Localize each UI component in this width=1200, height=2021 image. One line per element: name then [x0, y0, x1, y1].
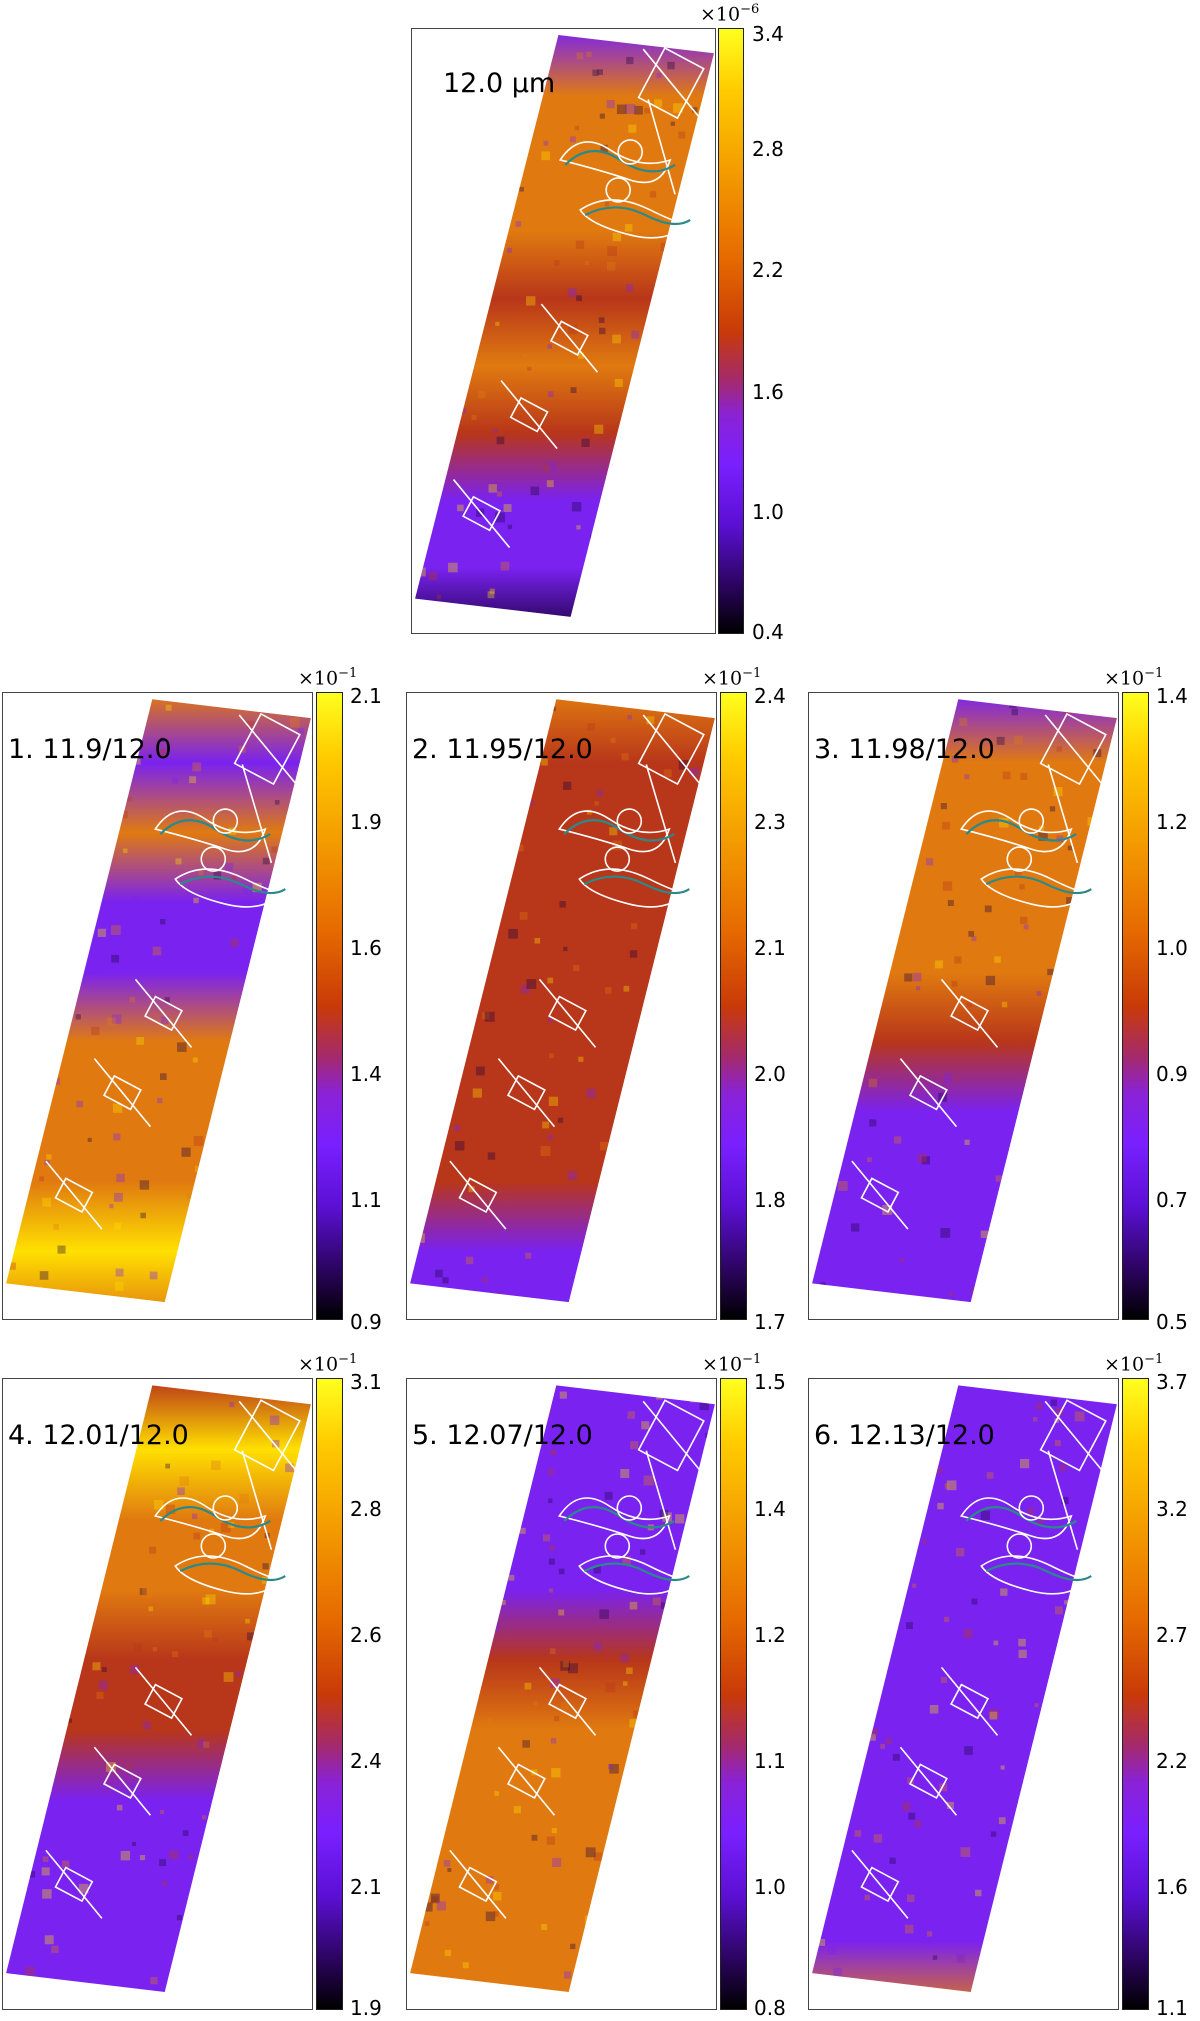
teal-contours: [965, 1506, 1092, 1582]
overlay-marks: [851, 1399, 1107, 1919]
teal-contours: [159, 1506, 286, 1582]
teal-contours: [564, 149, 691, 226]
colorbar-tick: 0.4: [752, 620, 784, 644]
map-frame-ratio-6: [808, 1378, 1119, 2010]
colorbar-tick: 2.1: [754, 936, 786, 960]
colorbar-tick: 2.1: [350, 1875, 382, 1899]
colorbar-12um: [718, 28, 744, 634]
ratio-map-5: [410, 1385, 715, 1993]
colorbar-tick: 1.2: [754, 1623, 786, 1647]
colorbar-tick: 0.9: [1156, 1062, 1188, 1086]
colorbar-ratio-3: [1122, 692, 1149, 1320]
colorbar-multiplier-ratio-4: ×10−1: [298, 1352, 358, 1376]
colorbar-tick: 1.9: [350, 1996, 382, 2020]
colorbar-tick: 2.3: [754, 810, 786, 834]
teal-contours: [965, 819, 1092, 895]
colorbar-tick: 2.8: [752, 137, 784, 161]
colorbar-tick: 1.6: [1156, 1875, 1188, 1899]
colorbar-tick: 1.4: [754, 1497, 786, 1521]
panel-label-ratio-1: 1. 11.9/12.0: [8, 734, 172, 765]
colorbar-tick: 2.6: [350, 1623, 382, 1647]
colorbar-multiplier-ratio-1: ×10−1: [298, 666, 358, 690]
colorbar-multiplier-ratio-6: ×10−1: [1104, 1352, 1164, 1376]
overlay-marks: [45, 712, 301, 1230]
colorbar-tick: 1.8: [754, 1188, 786, 1212]
colorbar-tick: 0.8: [754, 1996, 786, 2020]
colorbar-ratio-1: [316, 692, 343, 1320]
colorbar-tick: 1.1: [350, 1188, 382, 1212]
colorbar-multiplier-ratio-3: ×10−1: [1104, 666, 1164, 690]
colorbar-tick: 2.8: [350, 1497, 382, 1521]
map-frame-ratio-1: [2, 692, 313, 1320]
map-frame-ratio-5: [406, 1378, 717, 2010]
panel-label-ratio-2: 2. 11.95/12.0: [412, 734, 593, 765]
colorbar-tick: 2.1: [350, 684, 382, 708]
map-frame-12um: [411, 28, 716, 634]
map-frame-ratio-4: [2, 1378, 313, 2010]
colorbar-tick: 0.5: [1156, 1310, 1188, 1334]
colorbar-tick: 1.7: [754, 1310, 786, 1334]
panel-label-12um: 12.0 μm: [443, 68, 556, 99]
colorbar-tick: 1.5: [754, 1370, 786, 1394]
overlay-marks: [851, 712, 1107, 1230]
overlay-marks: [449, 1399, 705, 1919]
teal-contours: [563, 1506, 690, 1582]
map-frame-ratio-2: [406, 692, 717, 1320]
colorbar-tick: 1.0: [1156, 936, 1188, 960]
colorbar-tick: 1.2: [1156, 810, 1188, 834]
colorbar-tick: 1.9: [350, 810, 382, 834]
colorbar-tick: 1.0: [754, 1875, 786, 1899]
colorbar-tick: 2.7: [1156, 1623, 1188, 1647]
colorbar-tick: 0.9: [350, 1310, 382, 1334]
panel-label-ratio-5: 5. 12.07/12.0: [412, 1420, 593, 1451]
colorbar-tick: 3.4: [752, 22, 784, 46]
colorbar-tick: 3.7: [1156, 1370, 1188, 1394]
colorbar-tick: 1.4: [1156, 684, 1188, 708]
ratio-map-4: [6, 1385, 311, 1993]
overlay-marks: [449, 712, 705, 1230]
colorbar-tick: 2.4: [754, 684, 786, 708]
colorbar-tick: 1.6: [752, 380, 784, 404]
ratio-map-6: [812, 1385, 1117, 1993]
teal-contours: [563, 819, 690, 895]
ratio-map-1: [6, 699, 311, 1303]
colorbar-multiplier-ratio-2: ×10−1: [702, 666, 762, 690]
map-frame-ratio-3: [808, 692, 1119, 1320]
colorbar-tick: 3.1: [350, 1370, 382, 1394]
colorbar-tick: 3.2: [1156, 1497, 1188, 1521]
colorbar-tick: 1.0: [752, 500, 784, 524]
colorbar-tick: 1.1: [1156, 1996, 1188, 2020]
colorbar-ratio-6: [1122, 1378, 1149, 2010]
colorbar-tick: 1.4: [350, 1062, 382, 1086]
panel-label-ratio-3: 3. 11.98/12.0: [814, 734, 995, 765]
colorbar-tick: 2.2: [752, 258, 784, 282]
overlay-marks: [45, 1399, 301, 1919]
colorbar-tick: 2.4: [350, 1749, 382, 1773]
teal-contours: [159, 819, 286, 895]
colorbar-multiplier-12um: ×10−6: [700, 2, 760, 26]
panel-label-ratio-6: 6. 12.13/12.0: [814, 1420, 995, 1451]
colorbar-tick: 1.6: [350, 936, 382, 960]
colorbar-tick: 2.2: [1156, 1749, 1188, 1773]
colorbar-tick: 2.0: [754, 1062, 786, 1086]
colorbar-ratio-2: [720, 692, 747, 1320]
ratio-map-2: [410, 699, 715, 1303]
colorbar-tick: 1.1: [754, 1749, 786, 1773]
panel-label-ratio-4: 4. 12.01/12.0: [8, 1420, 189, 1451]
emission-map-12um: [415, 35, 714, 617]
ratio-map-3: [812, 699, 1117, 1303]
colorbar-ratio-4: [316, 1378, 343, 2010]
colorbar-tick: 0.7: [1156, 1188, 1188, 1212]
colorbar-multiplier-ratio-5: ×10−1: [702, 1352, 762, 1376]
colorbar-ratio-5: [720, 1378, 747, 2010]
